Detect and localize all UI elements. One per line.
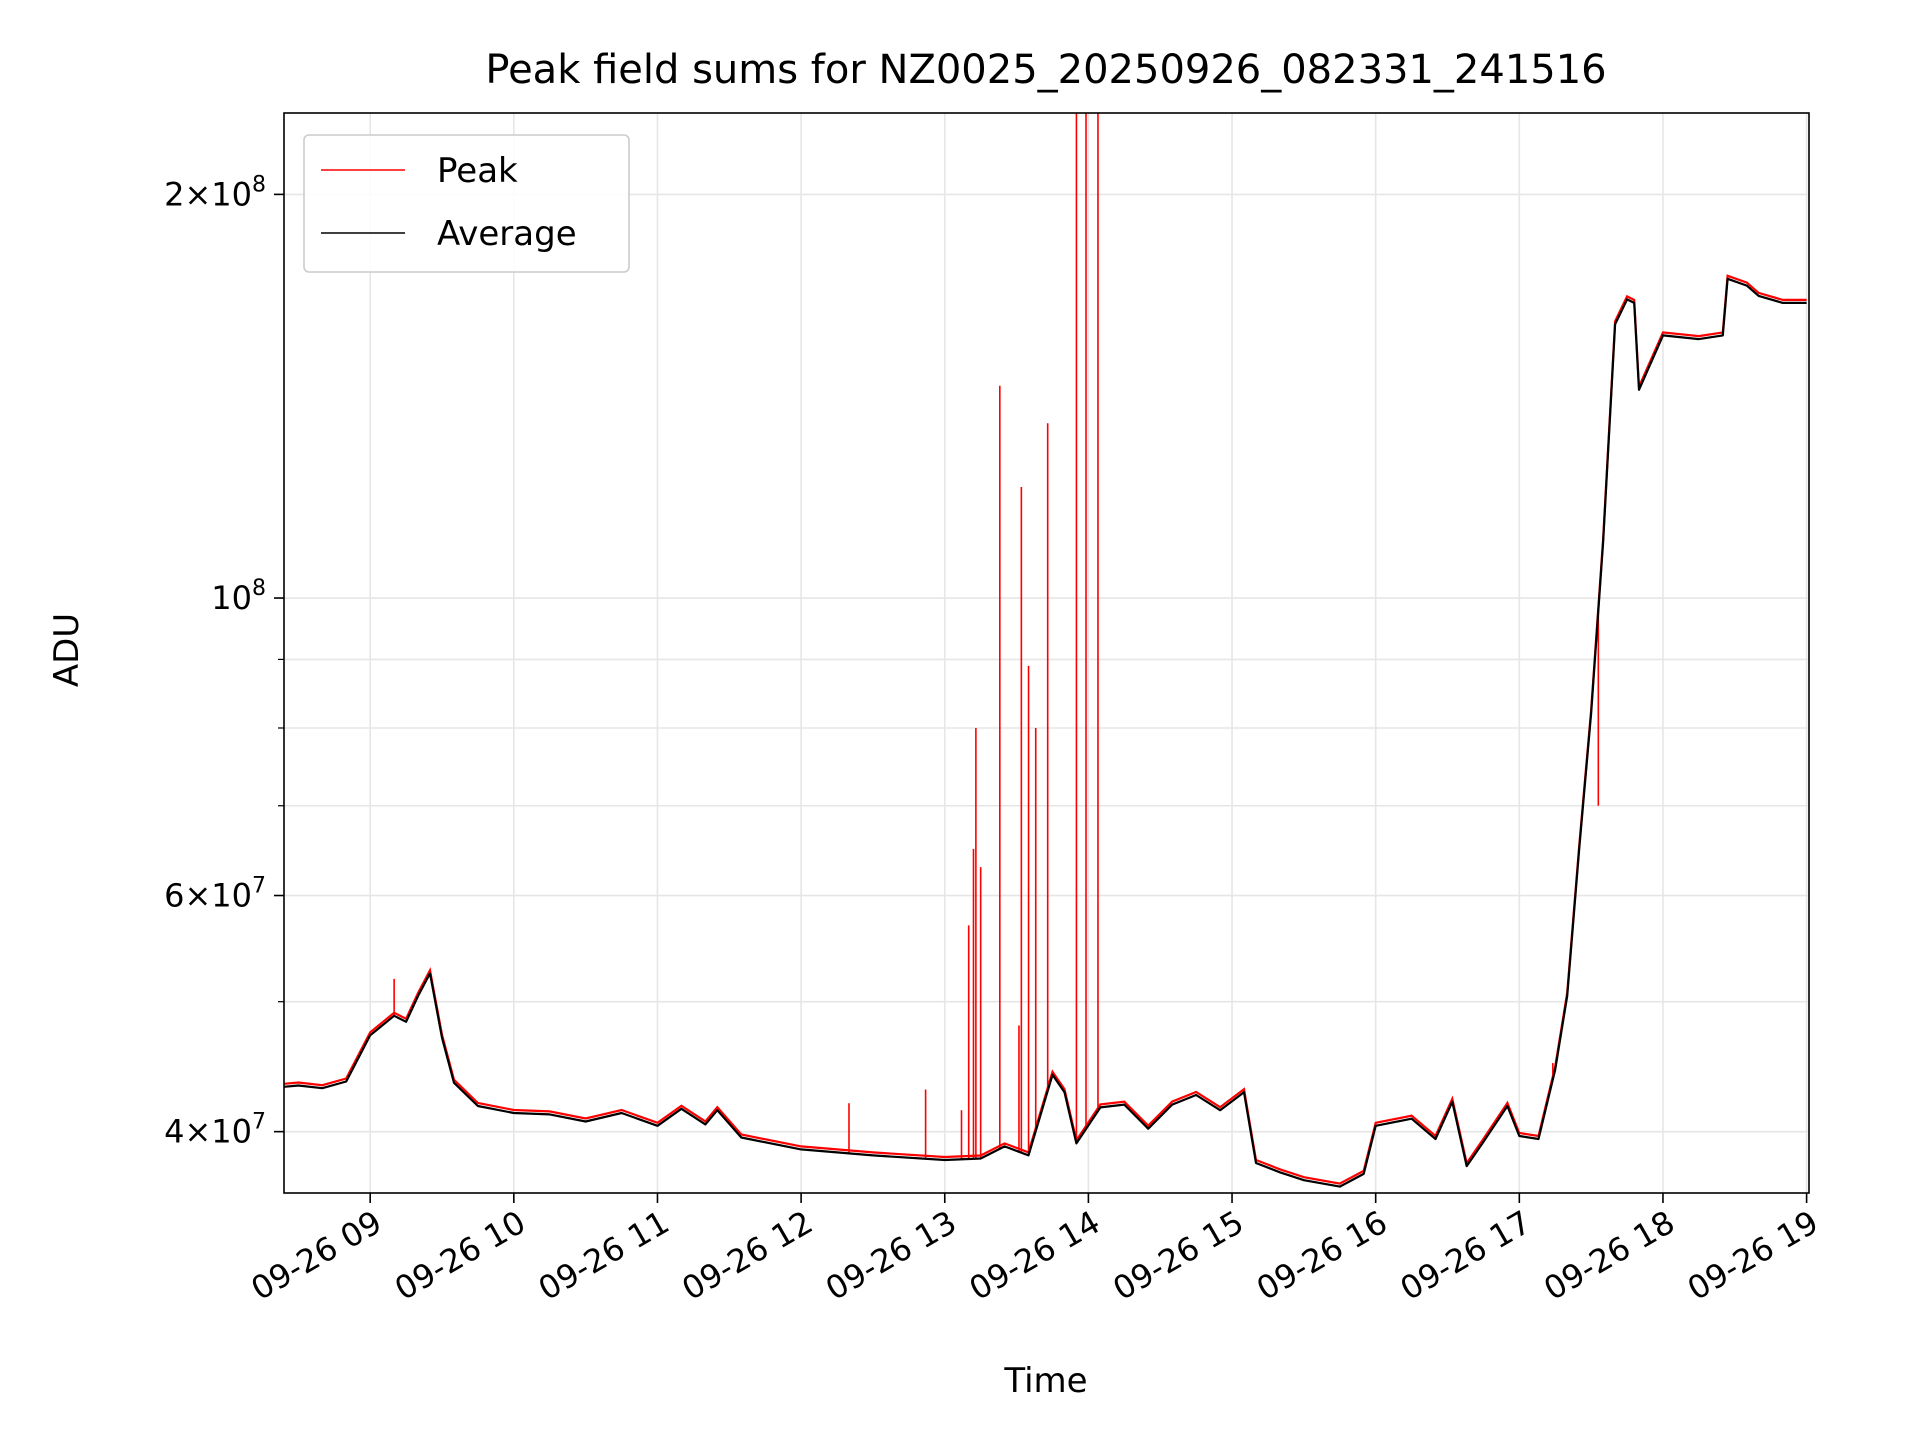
y-tick-label: 6×107 xyxy=(164,874,266,915)
y-tick-base: 6 xyxy=(164,877,184,915)
y-tick-label: 2×108 xyxy=(164,172,266,213)
y-tick-exponent: 8 xyxy=(252,172,266,197)
y-tick-exponent: 7 xyxy=(252,874,266,899)
y-tick-ten: 10 xyxy=(211,1113,252,1151)
y-tick-exponent: 7 xyxy=(252,1110,266,1135)
y-tick-times: × xyxy=(184,1113,211,1151)
y-axis-label: ADU xyxy=(47,613,87,687)
average-line xyxy=(283,277,1807,1188)
y-tick-ten: 10 xyxy=(211,877,252,915)
x-axis-label: Time xyxy=(1003,1361,1087,1401)
y-tick-times: × xyxy=(184,175,211,213)
legend-label-average: Average xyxy=(437,214,577,254)
y-tick-ten: 10 xyxy=(211,579,252,617)
y-tick-label: 4×107 xyxy=(164,1110,266,1151)
chart-title: Peak field sums for NZ0025_20250926_0823… xyxy=(485,47,1606,93)
y-tick-base: 4 xyxy=(164,1113,184,1151)
plot-frame xyxy=(283,112,1810,1194)
legend: Peak Average xyxy=(303,134,630,273)
y-tick-ten: 10 xyxy=(211,175,252,213)
legend-label-peak: Peak xyxy=(437,151,518,191)
y-tick-exponent: 8 xyxy=(252,576,266,601)
grid xyxy=(284,113,1809,1193)
average-series xyxy=(283,277,1807,1188)
y-tick-times: × xyxy=(184,877,211,915)
y-tick-label: 108 xyxy=(211,576,266,617)
y-tick-base: 2 xyxy=(164,175,184,213)
